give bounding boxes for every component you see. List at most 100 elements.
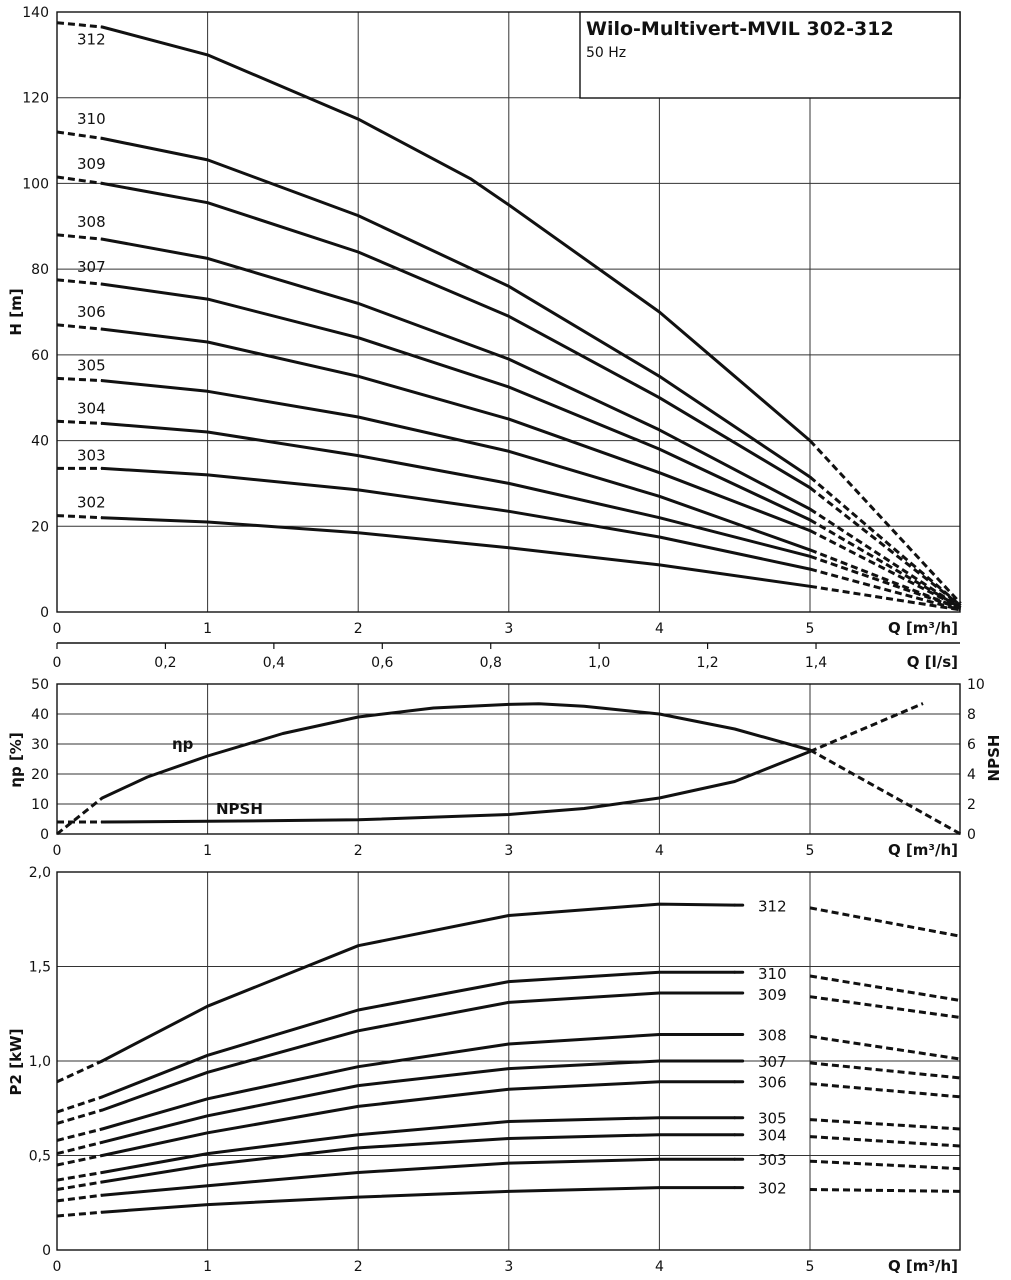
power-curve-label-312: 312: [758, 897, 787, 915]
head-curve-312: [100, 25, 812, 443]
head-xtick: 5: [806, 621, 815, 637]
head-curve-308: [100, 237, 812, 511]
eff-ytick: 40: [31, 707, 49, 723]
eff-ytick: 50: [31, 677, 49, 693]
ls-axis-tick: 1,4: [805, 655, 827, 671]
power-curve-label-307: 307: [758, 1053, 787, 1071]
power-ext-start-310: [56, 1095, 103, 1114]
power-ext-start-308: [56, 1127, 103, 1142]
head-ext-end-303: [809, 567, 961, 612]
title-box-frame: [579, 11, 961, 99]
chart-title: Wilo-Multivert-MVIL 302-312: [586, 18, 894, 40]
head-ext-end-306: [809, 529, 962, 610]
head-ytick: 20: [31, 519, 49, 535]
power-ytick: 2,0: [29, 865, 51, 881]
eff-xtick: 4: [655, 843, 664, 859]
power-ext-start-305: [56, 1171, 103, 1182]
power-frame: [56, 871, 961, 1251]
power-ext-start-306: [56, 1154, 103, 1167]
head-curve-307: [100, 282, 812, 522]
head-curve-label-304: 304: [77, 399, 106, 417]
head-curve-label-307: 307: [77, 258, 106, 276]
eff-xtick: 2: [354, 843, 363, 859]
head-ytick: 0: [40, 605, 49, 621]
power-xtick: 5: [806, 1259, 815, 1275]
head-xtick: 1: [203, 621, 212, 637]
head-curve-309: [100, 181, 812, 490]
power-ytick: 1,5: [29, 960, 51, 976]
head-xtick: 3: [504, 621, 513, 637]
power-ext-start-307: [56, 1140, 103, 1156]
head-panel: 0 1 2 3 4 5 0 20 40 60 80 100 120 140 Q [m³/h] H [m] 0 0,…: [7, 5, 962, 671]
head-xlabel: Q [m³/h]: [888, 619, 958, 637]
head-ytick: 60: [31, 348, 49, 364]
power-curve-306: [100, 1080, 737, 1157]
power-ext-start-302: [56, 1210, 103, 1218]
power-curve-label-302: 302: [758, 1180, 787, 1198]
head-ext-start-305: [56, 376, 103, 383]
npsh-curve-label: NPSH: [216, 800, 263, 818]
npsh-ytick: 6: [967, 737, 976, 753]
power-xtick: 4: [655, 1259, 664, 1275]
power-curve-label-306: 306: [758, 1074, 787, 1092]
power-ext-start-309: [56, 1108, 103, 1125]
head-ytick: 140: [22, 5, 49, 21]
power-ext-end-310: [809, 974, 961, 1002]
eff-curve-NPSH: [100, 750, 812, 824]
head-ext-start-306: [56, 323, 103, 331]
eff-ylabel: ηp [%]: [7, 732, 25, 787]
power-ext-start-312: [56, 1059, 103, 1084]
chart-subtitle: 50 Hz: [586, 45, 626, 61]
power-curve-label-310: 310: [758, 965, 787, 983]
power-ext-end-305: [809, 1118, 961, 1131]
head-ytick: 40: [31, 434, 49, 450]
power-curve-303: [100, 1157, 737, 1197]
eff-ext-end-NPSH: [809, 702, 924, 753]
head-ext-start-304: [56, 419, 103, 425]
head-curve-306: [100, 327, 812, 533]
npsh-ylabel: NPSH: [985, 735, 1003, 782]
npsh-ytick: 0: [967, 827, 976, 843]
head-xtick: 4: [655, 621, 664, 637]
head-ext-end-308: [809, 507, 962, 609]
eff-ytick: 10: [31, 797, 49, 813]
ls-axis-tick: 0: [53, 655, 62, 671]
head-curve-label-303: 303: [77, 446, 106, 464]
head-ytick: 100: [22, 176, 49, 192]
power-ytick: 1,0: [29, 1054, 51, 1070]
head-curve-305: [100, 379, 812, 552]
head-ylabel: H [m]: [7, 288, 25, 335]
head-ytick: 80: [31, 262, 49, 278]
head-ext-end-302: [809, 584, 961, 612]
power-curve-312: [100, 902, 737, 1063]
head-ext-start-310: [56, 130, 103, 140]
npsh-ytick: 8: [967, 707, 976, 723]
head-curve-302: [100, 516, 812, 588]
npsh-ytick: 10: [967, 677, 985, 693]
eff-curve-label: ηp: [172, 735, 194, 753]
power-ext-end-304: [809, 1135, 961, 1148]
power-curve-label-304: 304: [758, 1127, 787, 1145]
head-curve-label-308: 308: [77, 213, 106, 231]
power-curve-302: [100, 1186, 737, 1214]
eff-xlabel: Q [m³/h]: [888, 841, 958, 859]
power-curve-label-303: 303: [758, 1151, 787, 1169]
head-ext-start-302: [56, 514, 103, 520]
eff-xtick: 3: [504, 843, 513, 859]
power-ext-end-303: [809, 1159, 961, 1171]
power-xtick: 0: [53, 1259, 62, 1275]
power-ext-end-302: [809, 1188, 961, 1193]
eff-curve-ηp: [100, 702, 812, 800]
head-curve-303: [100, 466, 812, 571]
power-ext-end-307: [809, 1061, 961, 1080]
eff-xtick: 1: [203, 843, 212, 859]
power-ytick: 0: [42, 1243, 51, 1259]
eff-frame: [56, 683, 961, 835]
head-ytick: 120: [22, 91, 49, 107]
eff-ytick: 20: [31, 767, 49, 783]
ls-axis-tick: 0,2: [154, 655, 176, 671]
eff-ext-end-ηp: [809, 748, 962, 836]
head-ext-end-312: [808, 439, 962, 605]
eff-xtick: 0: [53, 843, 62, 859]
